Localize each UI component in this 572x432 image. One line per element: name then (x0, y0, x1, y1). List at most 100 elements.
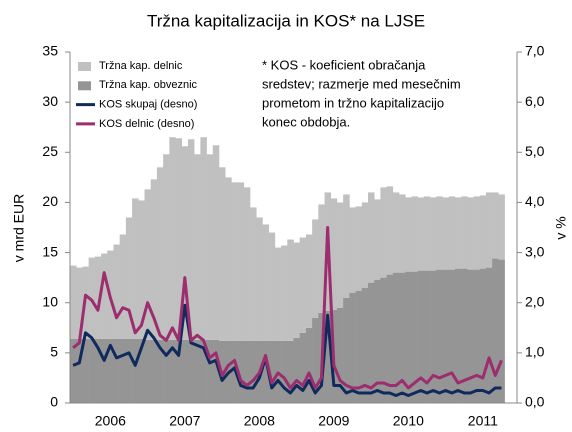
bar (430, 197, 437, 271)
y-tick-label: 25 (42, 143, 58, 159)
bar (312, 219, 319, 318)
bar (492, 258, 499, 403)
bar (262, 224, 269, 341)
bar (473, 196, 481, 270)
bar (492, 192, 499, 259)
bar (411, 196, 418, 272)
bar (405, 197, 412, 272)
bar (187, 339, 195, 403)
y-tick-label: 15 (42, 243, 58, 259)
y-tick-label: 5 (50, 344, 58, 360)
bar (262, 340, 269, 403)
x-tick-label: 2010 (393, 413, 424, 429)
bar (88, 338, 96, 403)
bar (156, 167, 164, 340)
bar (411, 271, 418, 403)
bar (374, 199, 381, 280)
bar (138, 200, 145, 339)
bar (88, 257, 96, 339)
x-tick-label: 2009 (318, 413, 349, 429)
bar (448, 196, 456, 270)
bar (318, 204, 325, 313)
bar (212, 145, 220, 340)
bar (181, 146, 189, 340)
bar (206, 339, 214, 403)
bar (336, 307, 344, 403)
bar (473, 269, 481, 403)
bar (442, 197, 450, 270)
y2-tick-label: 3,0 (525, 243, 545, 259)
line (72, 303, 502, 397)
bar (237, 340, 245, 403)
bar (150, 179, 158, 340)
bar (181, 339, 189, 403)
bar (200, 137, 207, 340)
bar (113, 338, 120, 403)
bar (380, 187, 387, 278)
line (72, 226, 503, 390)
bar (386, 186, 394, 275)
bar (144, 339, 152, 403)
bar (330, 198, 338, 310)
bar (243, 340, 251, 403)
y-tick-label: 35 (42, 43, 58, 59)
bar (293, 337, 301, 403)
y2-tick-label: 0,0 (525, 394, 545, 410)
bar (430, 270, 437, 403)
bar (212, 339, 220, 403)
bar (423, 196, 431, 271)
y2-tick-label: 4,0 (525, 193, 545, 209)
bar (70, 338, 77, 403)
bar (163, 154, 170, 340)
bar (175, 339, 183, 403)
bar (368, 192, 375, 283)
bar (293, 242, 301, 338)
bar (169, 339, 176, 403)
bar (82, 338, 89, 403)
bar (299, 237, 307, 333)
bar (436, 269, 443, 403)
chart-title: Tržna kapitalizacija in KOS* na LJSE (147, 11, 425, 30)
bar (231, 182, 238, 341)
bar (200, 339, 207, 403)
bar (243, 187, 251, 341)
legend-label: KOS skupaj (desno) (99, 99, 197, 111)
y-axis-label: v mrd EUR (11, 194, 27, 262)
bar (361, 287, 369, 403)
bar (138, 338, 145, 403)
bar (125, 217, 133, 339)
bar (194, 154, 201, 340)
bar (287, 340, 294, 403)
bar (237, 182, 245, 341)
y2-tick-label: 5,0 (525, 143, 545, 159)
bar (461, 268, 468, 403)
bar (454, 268, 462, 403)
bar (125, 338, 133, 403)
bar (132, 338, 139, 403)
bar (225, 177, 232, 341)
bar (498, 194, 505, 260)
bar (268, 232, 276, 341)
bar (498, 259, 505, 403)
bar (287, 239, 294, 341)
bar (368, 282, 375, 403)
bar (175, 138, 183, 340)
bar (336, 202, 344, 308)
bar (299, 332, 307, 403)
bar (442, 269, 450, 403)
bar (454, 197, 462, 269)
bar (305, 234, 313, 328)
bar (399, 272, 406, 403)
bar (281, 245, 288, 341)
bar (392, 192, 400, 273)
bar (399, 194, 406, 273)
y2-tick-label: 6,0 (525, 93, 545, 109)
bar (355, 290, 363, 403)
bar (349, 207, 356, 293)
bar (355, 206, 363, 291)
annotation: sredstev; razmerje med mesečnim (262, 76, 461, 91)
bar (343, 297, 350, 403)
y2-axis-label: v % (553, 216, 569, 239)
bar (392, 272, 400, 403)
